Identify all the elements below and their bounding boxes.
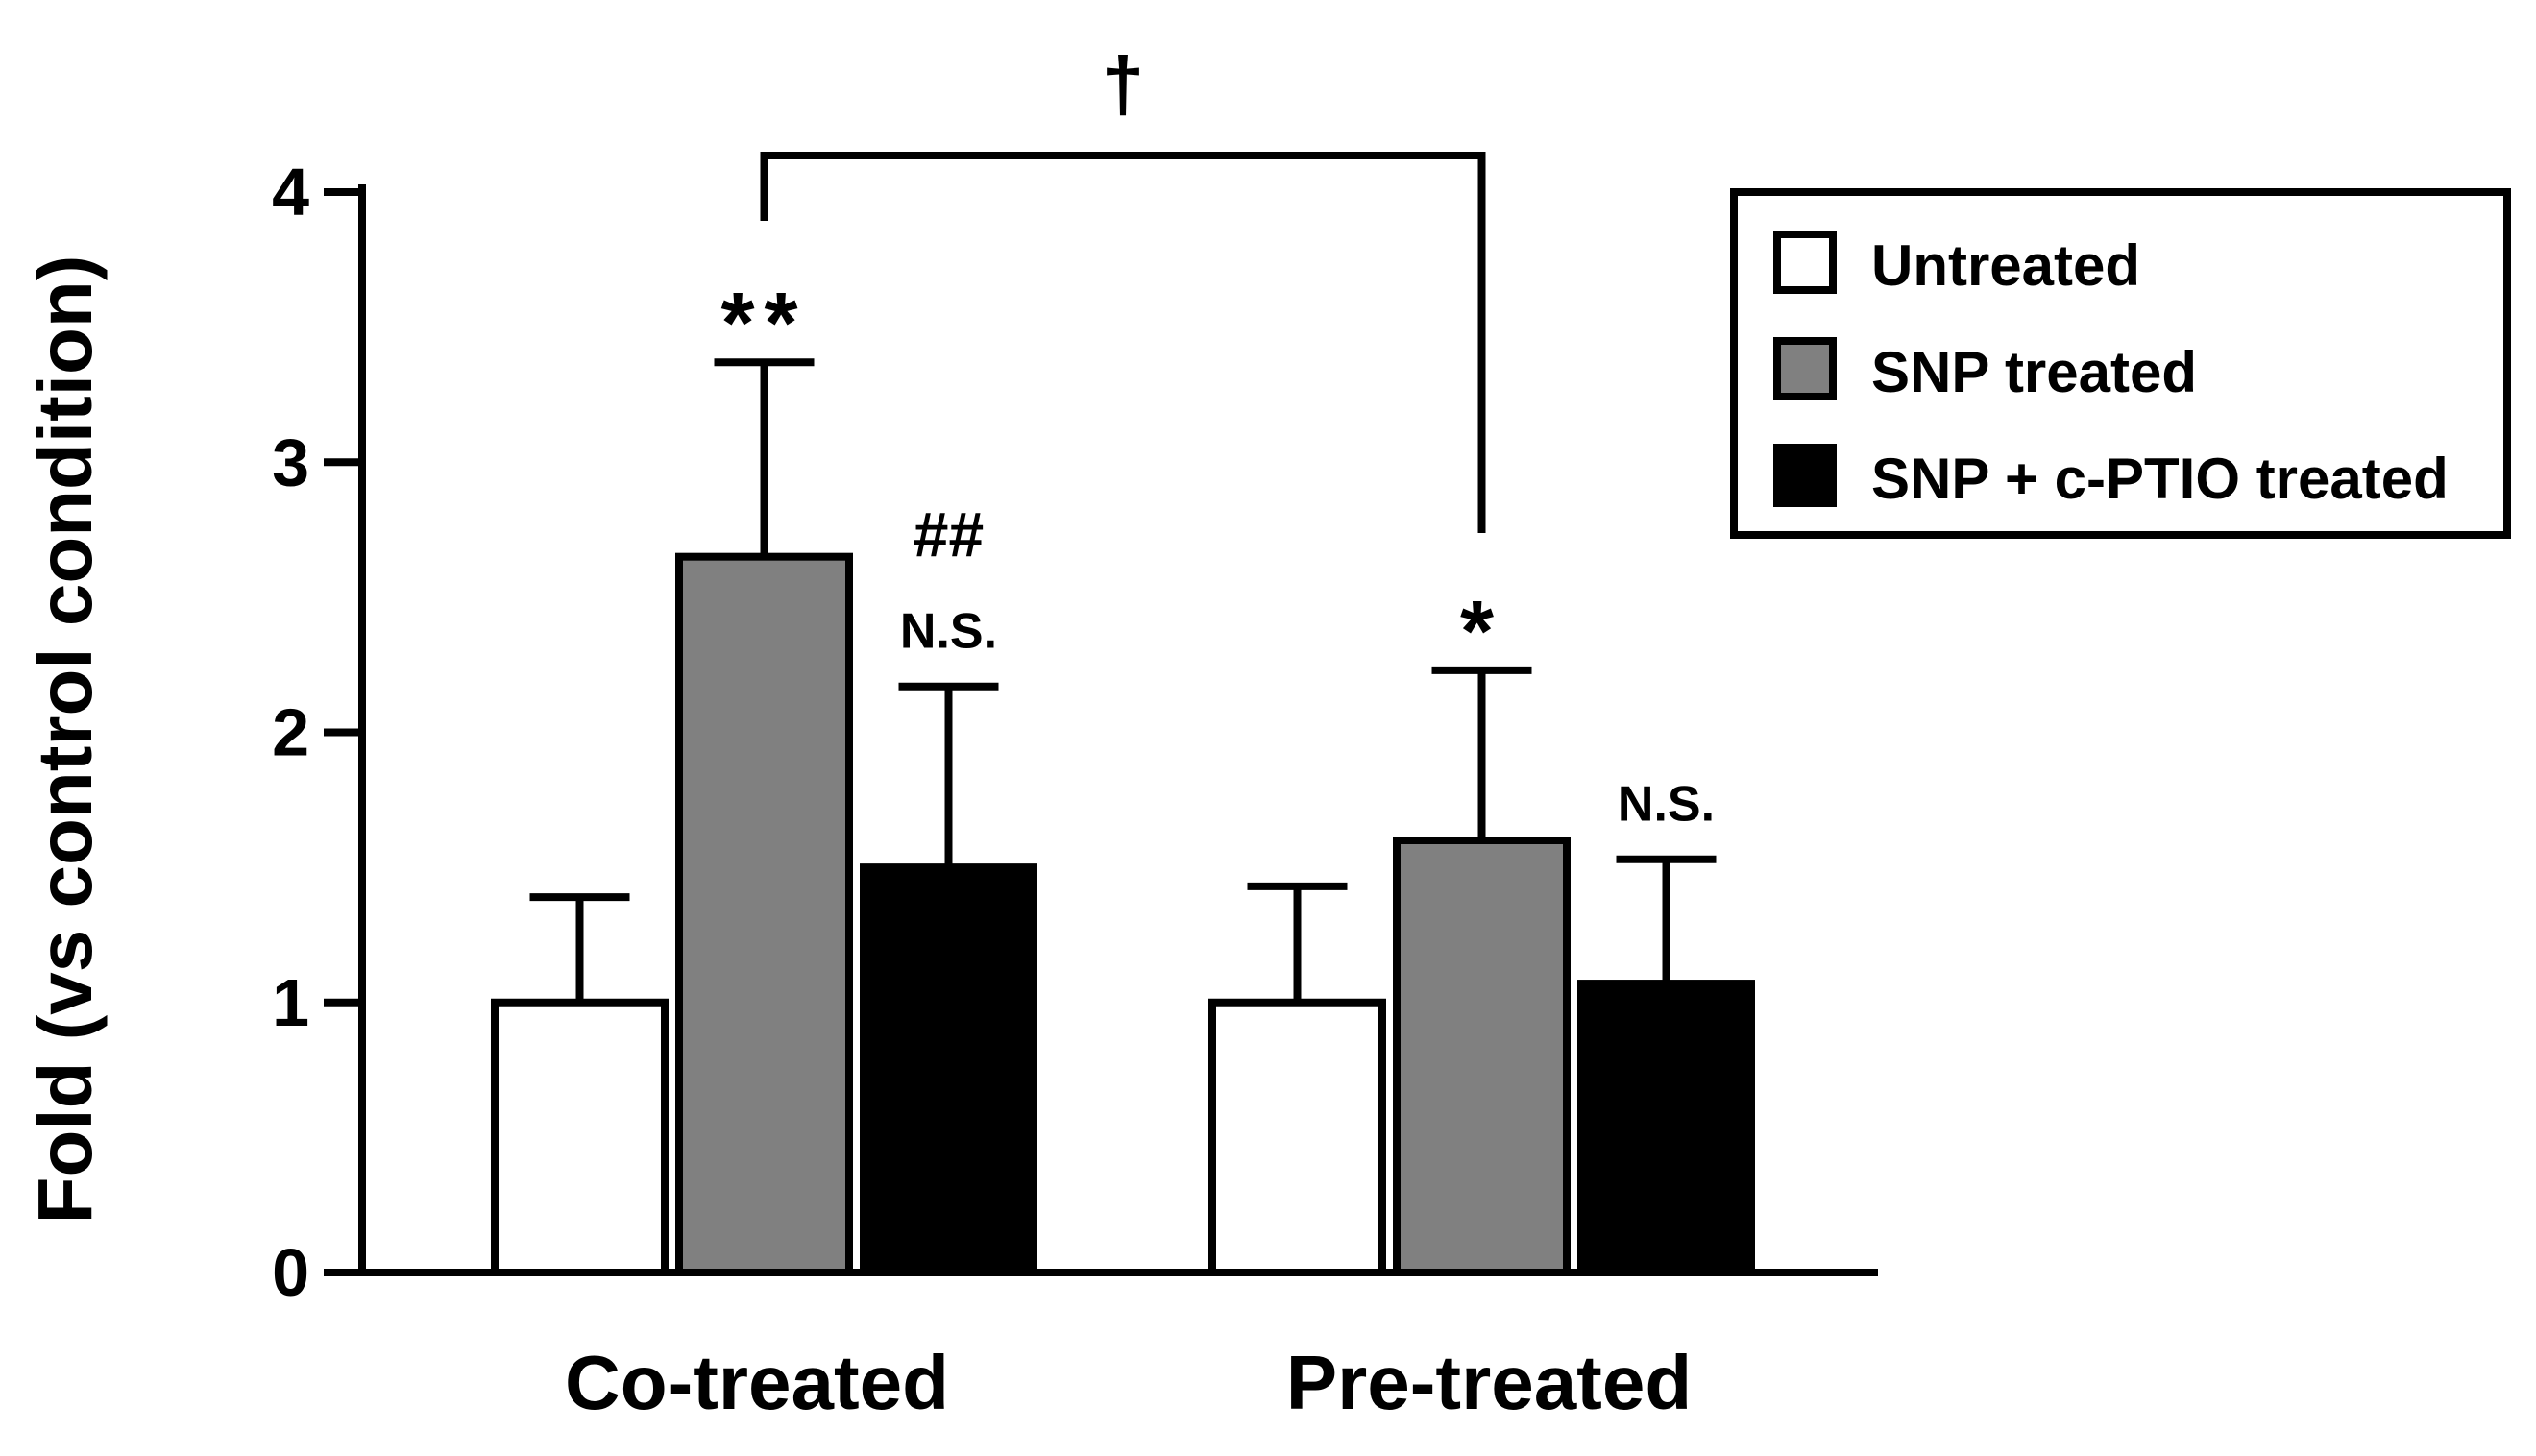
significance-label: ## [914,499,984,570]
y-tick-label: 3 [272,425,309,499]
y-axis-label: Fold (vs control condition) [22,255,108,1225]
bar [675,552,853,1276]
significance-label: N.S. [900,604,997,660]
legend-box [1730,188,2511,539]
bar [1393,837,1571,1276]
bar [491,998,669,1276]
plot-area: 0 1 2 3 4 ** N.S. ## Co-treated * N.S. Pre-treated † [272,41,1878,1425]
bar [1208,998,1386,1276]
legend-swatch [1773,444,1837,507]
y-tick-label: 0 [272,1235,309,1310]
y-tick-label: 4 [272,155,309,230]
significance-label: N.S. [1618,777,1715,833]
y-tick-label: 1 [272,965,309,1040]
significance-label: ** [720,276,807,372]
x-category-label: Pre-treated [1286,1340,1692,1425]
comparison-bracket [760,152,1486,533]
legend-label: SNP treated [1871,340,2197,404]
x-category-label: Co-treated [565,1340,949,1425]
legend-swatch [1773,231,1837,294]
bar [860,863,1037,1276]
legend-label: SNP + c-PTIO treated [1871,447,2449,511]
significance-label: * [1460,584,1503,680]
legend: Untreated SNP treated SNP + c-PTIO treated [1730,188,2511,539]
bar [1577,980,1755,1276]
legend-swatch [1773,337,1837,400]
y-tick-label: 2 [272,695,309,770]
legend-label: Untreated [1871,233,2140,298]
comparison-label: † [1102,41,1145,127]
